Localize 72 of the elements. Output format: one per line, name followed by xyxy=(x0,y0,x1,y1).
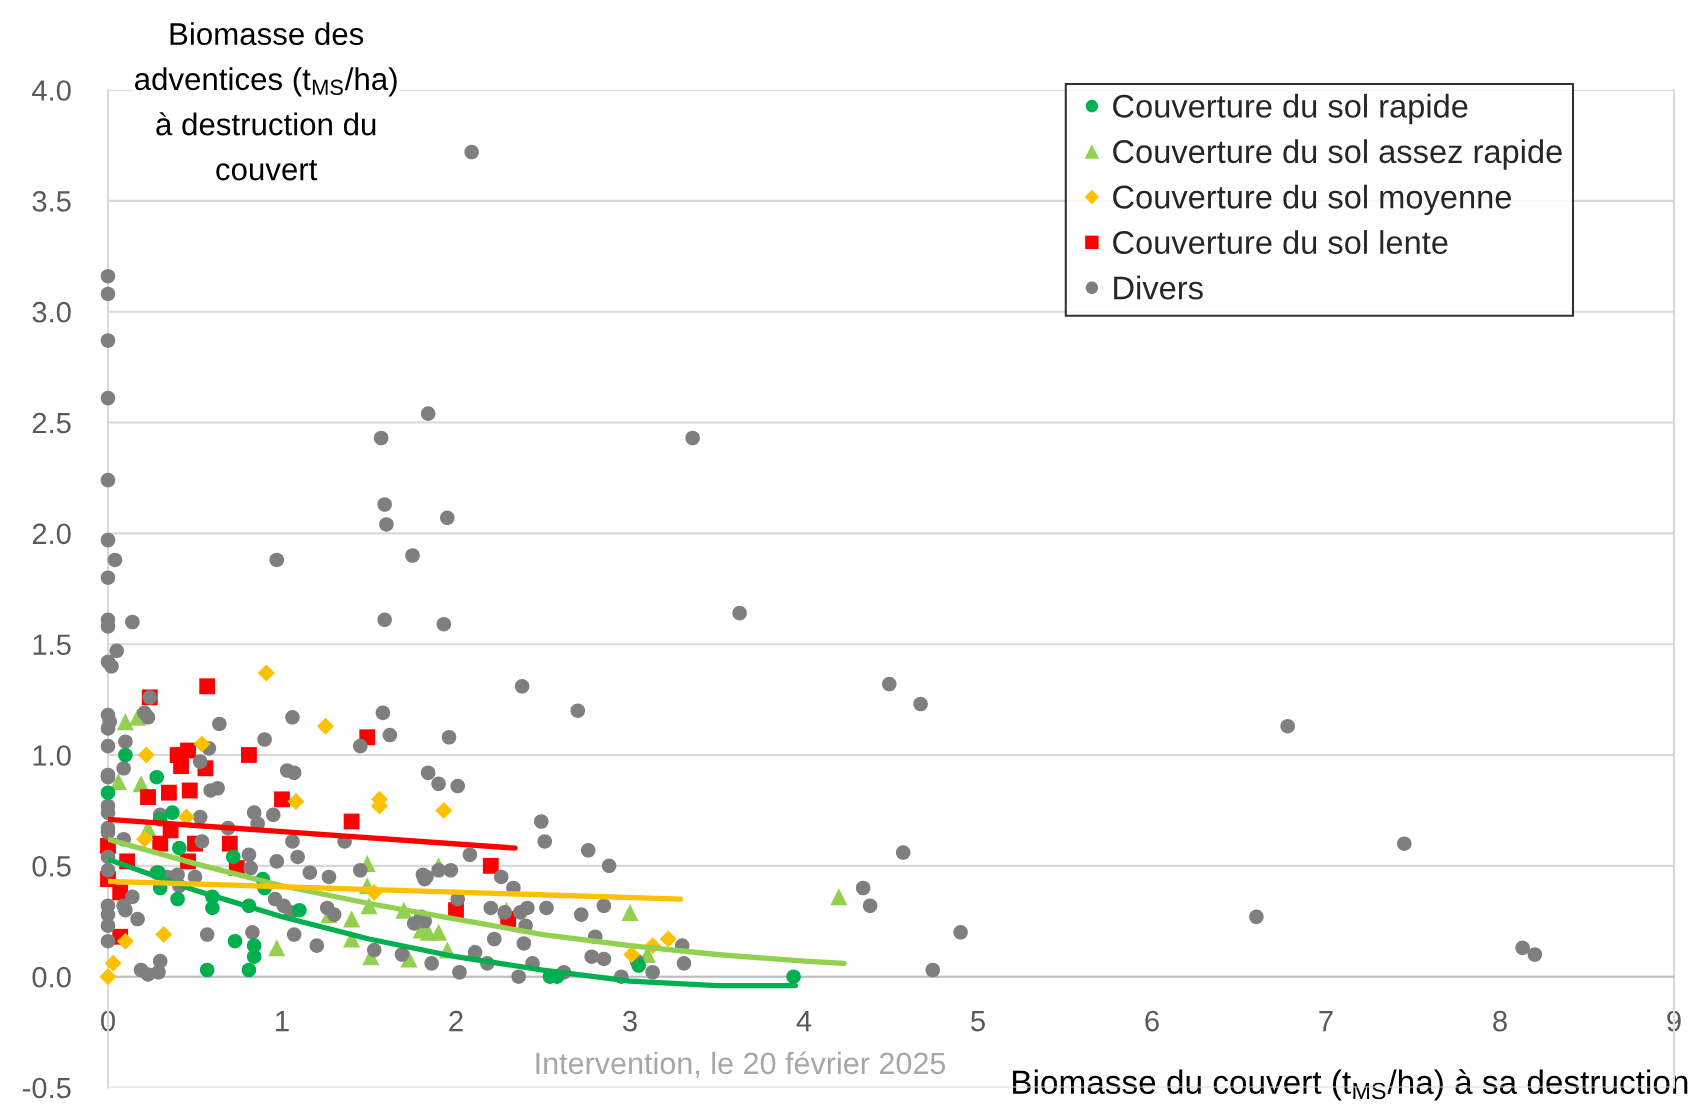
point xyxy=(170,891,185,907)
point xyxy=(99,968,117,986)
point xyxy=(160,784,177,801)
y-tick-label: 2.0 xyxy=(32,523,71,545)
legend-label: Couverture du sol rapide xyxy=(1113,93,1468,125)
x-tick-label: 8 xyxy=(1493,1010,1507,1032)
point xyxy=(137,746,155,764)
point xyxy=(199,962,215,978)
point xyxy=(241,747,257,763)
point xyxy=(172,840,187,856)
x-tick-label: 4 xyxy=(796,1011,812,1032)
y-tick-label: 1.5 xyxy=(33,634,71,656)
point xyxy=(287,793,305,811)
y-axis-title: Biomasse des adventices (t$_{MS}$/ha) à destruction du couvert xyxy=(134,22,397,181)
point xyxy=(116,713,134,731)
point xyxy=(292,902,307,918)
legend-label: Divers xyxy=(1114,275,1203,300)
point xyxy=(155,926,173,944)
x-tick-label: 3 xyxy=(623,1010,637,1032)
annotation: Intervention, le 20 février 2025 xyxy=(536,1051,946,1078)
point xyxy=(199,678,216,695)
legend-label: Couverture du sol assez rapide xyxy=(1113,139,1562,170)
point xyxy=(180,742,196,759)
y-tick-label: 0.5 xyxy=(32,856,71,877)
point xyxy=(435,801,453,819)
x-tick-label: 5 xyxy=(971,1011,985,1032)
point xyxy=(116,932,134,950)
point xyxy=(659,930,677,948)
x-tick-label: 7 xyxy=(1319,1011,1333,1032)
point xyxy=(257,664,275,682)
legend-label: Couverture du sol lente xyxy=(1113,230,1448,255)
legend-label: Couverture du sol moyenne xyxy=(1113,184,1511,216)
point xyxy=(205,900,220,916)
y-tick-label: 3.0 xyxy=(32,301,71,323)
point xyxy=(268,939,286,957)
x-tick-label: 6 xyxy=(1145,1010,1159,1032)
point xyxy=(830,888,848,906)
point xyxy=(165,805,180,820)
y-tick-label: -0.5 xyxy=(22,1077,71,1099)
y-tick-label: 3.5 xyxy=(32,191,71,212)
point xyxy=(343,813,360,830)
y-tick-label: 4.0 xyxy=(32,80,71,101)
point xyxy=(181,782,198,799)
point xyxy=(227,933,243,949)
point xyxy=(621,903,639,921)
point xyxy=(136,830,154,848)
point xyxy=(241,962,257,978)
point xyxy=(316,717,335,735)
point xyxy=(140,789,156,806)
point xyxy=(482,857,499,874)
point xyxy=(193,735,211,753)
point xyxy=(173,758,189,774)
x-axis-title: Biomasse du couvert (t$_{MS}$/ha) à sa destruction xyxy=(1013,1069,1688,1101)
point xyxy=(109,773,127,791)
point xyxy=(430,923,448,941)
y-tick-label: 1.0 xyxy=(33,745,71,766)
point xyxy=(786,969,801,984)
point xyxy=(149,769,164,785)
y-tick-label: 0.0 xyxy=(32,966,71,988)
point xyxy=(226,849,241,865)
point xyxy=(100,785,116,800)
point xyxy=(152,835,169,852)
point xyxy=(274,791,290,808)
point xyxy=(343,910,361,928)
x-tick-label: 2 xyxy=(449,1010,463,1032)
point xyxy=(221,835,238,852)
point xyxy=(104,954,122,972)
point xyxy=(118,747,133,763)
point xyxy=(246,949,262,964)
point xyxy=(631,958,646,973)
y-tick-label: 2.5 xyxy=(32,412,71,434)
x-tick-label: 1 xyxy=(276,1011,289,1032)
